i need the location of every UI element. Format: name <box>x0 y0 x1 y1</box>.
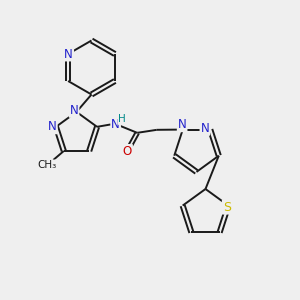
Text: N: N <box>64 47 73 61</box>
Text: O: O <box>123 145 132 158</box>
Text: CH₃: CH₃ <box>37 160 56 170</box>
Text: N: N <box>70 104 79 117</box>
Text: H: H <box>118 114 126 124</box>
Text: N: N <box>111 118 120 131</box>
Text: N: N <box>200 122 209 135</box>
Text: N: N <box>48 120 57 133</box>
Text: S: S <box>223 201 231 214</box>
Text: N: N <box>178 118 187 131</box>
